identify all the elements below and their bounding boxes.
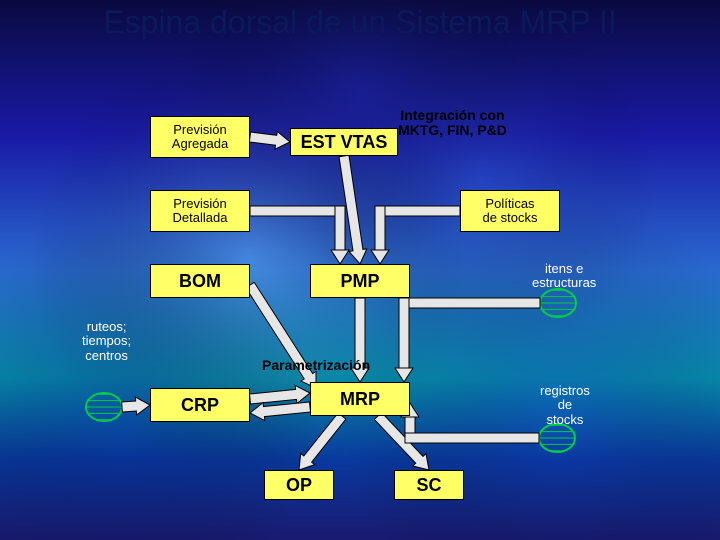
note-integracion: Integración con MKTG, FIN, P&D [398,108,507,137]
box-prevision-detallada: Previsión Detallada [150,190,250,232]
box-crp: CRP [150,388,250,422]
box-mrp: MRP [310,382,410,416]
page-title: Espina dorsal de un Sistema MRP II [0,4,720,41]
box-op: OP [264,470,334,500]
box-prevision-agregada: Previsión Agregada [150,116,250,158]
box-politicas-stocks: Políticas de stocks [460,190,560,232]
box-est-vtas: EST VTAS [290,128,398,156]
box-sc: SC [394,470,464,500]
box-bom: BOM [150,264,250,298]
box-pmp: PMP [310,264,410,298]
note-parametrizacion: Parametrización [262,358,370,373]
side-label-itens: itens e estructuras [532,262,596,291]
side-label-registros: registros de stocks [540,384,590,427]
side-label-ruteos: ruteos; tiempos; centros [82,320,131,363]
